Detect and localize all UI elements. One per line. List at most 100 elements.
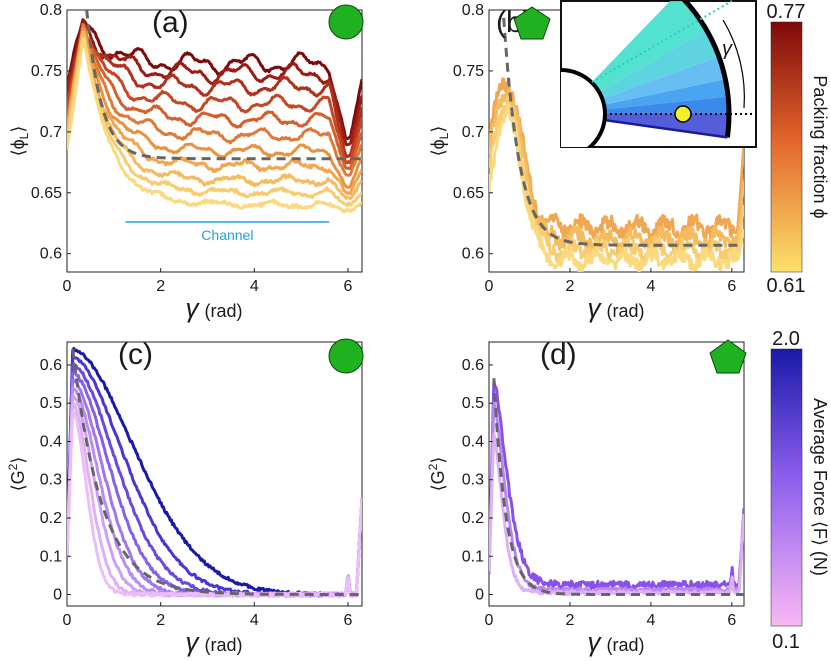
inset-outer-boundary: [681, 1, 732, 138]
panel-a-series-5: [67, 27, 362, 171]
panel-b-fit-line: [502, 17, 744, 247]
panel-d-pentagon-shape: [709, 339, 747, 374]
panel-d-fit-line: [492, 378, 744, 596]
panel-c-ytick-label: 0.6: [40, 357, 62, 374]
panel-b-ylabel: ⟨ϕL⟩: [428, 126, 451, 157]
panel-c-ytick-label: 0.1: [40, 548, 62, 565]
panel-b-ytick-label: 0.65: [453, 185, 484, 202]
panel-d-ytick-label: 0.1: [462, 548, 484, 565]
panel-b-ticks: 0 2 4 6 0.6 0.65 0.7 0.75 0.8: [453, 2, 737, 295]
inset-gamma-arc: [722, 19, 745, 109]
panel-a-series-11: [67, 36, 362, 214]
panel-c-ticks: 0 2 4 6 0 0.1 0.2 0.3 0.4 0.5 0.6: [40, 357, 353, 629]
panel-c-xlabel: γ (rad): [185, 627, 242, 657]
panel-a-xtick-label: 0: [63, 278, 72, 295]
panel-b-xtick-label: 6: [727, 278, 736, 295]
panel-a-series-2: [67, 19, 362, 147]
panel-a-ylabel: ⟨ϕL⟩: [8, 126, 31, 157]
panel-c-xtick-label: 2: [156, 612, 165, 629]
panel-c-ytick-label: 0.2: [40, 510, 62, 527]
panel-d-ytick-label: 0: [475, 587, 484, 604]
panel-d: 0 2 4 6 0 0.1 0.2 0.3 0.4 0.5 0.6 (d) ⟨G2⟩ γ (rad): [426, 338, 747, 657]
panel-d-plot-area: [488, 341, 745, 607]
panel-c-xtick-label: 0: [63, 612, 72, 629]
inset-particle: [674, 105, 692, 123]
inset-gamma-symbol: γ: [722, 38, 733, 60]
panel-a-xtick-label: 2: [156, 278, 165, 295]
panel-a-series-8: [67, 29, 362, 196]
panel-c-xtick-label: 4: [250, 612, 259, 629]
panel-b-series-group: [489, 17, 744, 272]
panel-c: 0 2 4 6 0 0.1 0.2 0.3 0.4 0.5 0.6 (c) ⟨G2⟩ γ (rad): [6, 338, 364, 657]
panel-a-series-9: [67, 30, 362, 200]
panel-b-xtick-label: 4: [646, 278, 655, 295]
colorbar-force: 2.0 0.1 Average Force ⟨F⟩ (N): [770, 328, 830, 653]
panel-a-ytick-label: 0.6: [40, 246, 62, 263]
panel-b-inset: γ: [560, 0, 757, 148]
panel-b-ytick-label: 0.7: [462, 124, 484, 141]
colorbar-packing-bar: [770, 21, 803, 273]
panel-b: 0 2 4 60.60.650.70.750.8 (b) ⟨ϕL⟩ γ (rad) γ: [428, 0, 757, 323]
panel-d-xtick-label: 2: [565, 612, 574, 629]
panel-a-circle-shape: [328, 4, 364, 40]
panel-a-ytick-label: 0.65: [31, 185, 62, 202]
panel-a-ticks: 0 2 4 6 0.6 0.65 0.7 0.75 0.8: [31, 2, 353, 295]
colorbar-force-bottom: 0.1: [772, 631, 800, 653]
panel-a-label: (a): [152, 6, 189, 39]
panel-c-ylabel: ⟨G2⟩: [6, 457, 28, 492]
panel-b-ytick-label: 0.8: [462, 2, 484, 19]
inset-wedge: [561, 1, 707, 114]
panel-d-ytick-label: 0.4: [462, 433, 484, 450]
panel-d-series-1: [489, 379, 744, 591]
panel-a-ytick-label: 0.75: [31, 63, 62, 80]
panel-c-circle-shape: [328, 338, 364, 374]
panel-a-series-6: [67, 23, 362, 177]
panel-b-ytick-label: 0.6: [462, 246, 484, 263]
panel-c-ytick-label: 0.4: [40, 433, 62, 450]
panel-d-ytick-label: 0.2: [462, 510, 484, 527]
panel-b-series-4: [489, 103, 744, 272]
inset-angle-line: [591, 0, 733, 83]
colorbar-packing: 0.77 0.61 Packing fraction ϕ: [767, 1, 830, 297]
panel-a-series-3: [67, 25, 362, 159]
colorbar-force-top: 2.0: [772, 328, 800, 350]
colorbar-packing-bottom: 0.61: [767, 275, 806, 297]
panel-c-xtick-label: 6: [343, 612, 352, 629]
panel-a-xtick-label: 4: [250, 278, 259, 295]
colorbar-packing-top: 0.77: [767, 1, 806, 23]
panel-d-xtick-label: 6: [727, 612, 736, 629]
panel-b-xtick-label: 2: [565, 278, 574, 295]
panel-a: 0 2 4 6 0.6 0.65 0.7 0.75 0.8 (a) Channel ⟨ϕL⟩ γ…: [8, 2, 364, 323]
panel-c-label: (c): [118, 338, 153, 371]
panel-d-series-group: [489, 378, 744, 596]
panel-c-fit-line: [71, 348, 362, 596]
panel-d-xtick-label: 0: [485, 612, 494, 629]
panel-d-ytick-label: 0.6: [462, 357, 484, 374]
panel-a-xlabel: γ (rad): [185, 293, 242, 323]
panel-b-pentagon-shape: [513, 6, 551, 40]
panel-d-ylabel: ⟨G2⟩: [426, 457, 448, 492]
panel-a-fit-line: [85, 10, 362, 161]
colorbar-force-bar: [770, 348, 803, 627]
panel-b-xlabel: γ (rad): [587, 293, 644, 323]
panel-a-ytick-label: 0.8: [40, 2, 62, 19]
panel-a-channel-label: Channel: [201, 227, 253, 243]
panel-a-series-7: [67, 27, 362, 189]
panel-b-xtick-label: 0: [485, 278, 494, 295]
panel-c-series-group: [67, 346, 362, 598]
panel-d-label: (d): [540, 338, 577, 371]
panel-a-xtick-label: 6: [343, 278, 352, 295]
panel-a-series-1: [67, 18, 362, 141]
panel-a-ytick-label: 0.7: [40, 124, 62, 141]
colorbar-force-title: Average Force ⟨F⟩ (N): [810, 398, 830, 576]
panel-a-series-10: [67, 38, 362, 208]
panel-c-ytick-label: 0.5: [40, 395, 62, 412]
panel-a-series-group: [67, 10, 362, 214]
panel-a-series-4: [67, 32, 362, 165]
colorbar-packing-title: Packing fraction ϕ: [810, 75, 830, 218]
panel-c-ytick-label: 0.3: [40, 472, 62, 489]
panel-c-ytick-label: 0: [53, 587, 62, 604]
panel-d-ytick-label: 0.5: [462, 395, 484, 412]
panel-d-xlabel: γ (rad): [587, 627, 644, 657]
